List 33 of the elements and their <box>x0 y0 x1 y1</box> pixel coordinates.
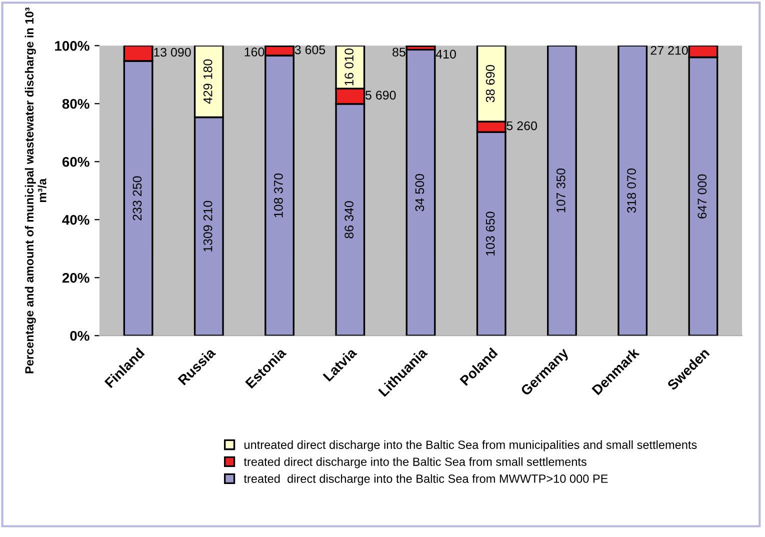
legend-label: untreated direct discharge into the Baltic Sea from municipalities and small settlements <box>244 440 697 452</box>
annotation: 233 250 <box>132 176 142 220</box>
legend-label: treated direct discharge into the Baltic Sea from MWWTP>10 000 PE <box>244 474 608 486</box>
annotation: 318 070 <box>627 168 636 213</box>
annotation: 38 690 <box>486 65 495 102</box>
annotation: 429 180 <box>203 59 212 104</box>
y-axis-title: Percentage and amount of municipal wastewater discharge in 10³ m³/a <box>24 8 46 374</box>
annotation: 160 <box>244 48 264 56</box>
legend-label: treated direct discharge into the Baltic Sea from small settlements <box>244 457 586 468</box>
annotation: 108 370 <box>274 173 283 218</box>
bar <box>547 46 577 336</box>
annotation: 86 340 <box>344 201 354 238</box>
y-tick-label: 40% <box>62 214 90 225</box>
annotation: 27 210 <box>650 46 688 55</box>
y-tick-label: 100% <box>55 40 90 51</box>
annotation: 3 605 <box>294 45 326 54</box>
annotation: 1309 210 <box>203 200 212 252</box>
annotation: 107 350 <box>556 168 566 212</box>
annotation: 103 650 <box>486 212 495 256</box>
bar <box>618 46 648 336</box>
annotation: 410 <box>436 50 456 59</box>
annotation: 13 090 <box>154 48 191 57</box>
annotation: 5 690 <box>365 90 396 100</box>
annotation: 5 260 <box>506 121 537 130</box>
annotation: 16 010 <box>344 48 354 86</box>
bar <box>406 48 436 336</box>
y-tick-label: 20% <box>62 272 90 283</box>
annotation: 85 <box>392 48 406 57</box>
y-tick-label: 0% <box>70 330 90 341</box>
annotation: 647 000 <box>698 174 707 218</box>
annotation: 34 500 <box>415 174 424 212</box>
y-tick-label: 60% <box>62 156 90 167</box>
y-tick-label: 80% <box>62 98 90 109</box>
